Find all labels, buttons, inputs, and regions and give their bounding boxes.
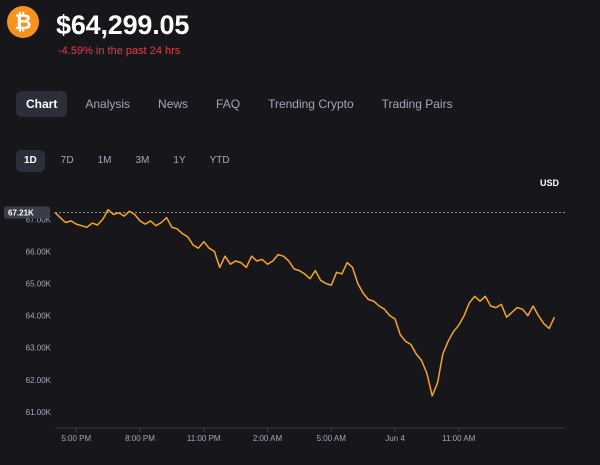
range-1y[interactable]: 1Y	[173, 155, 186, 166]
svg-text:₿: ₿	[14, 11, 31, 34]
x-tick-label: 11:00 AM	[442, 434, 476, 443]
range-1m[interactable]: 1M	[97, 155, 112, 166]
open-price-marker	[4, 206, 50, 219]
price-line	[54, 208, 556, 397]
price-chart-svg: 67.00K 66.00K 65.00K 64.00K 63.00K 62.00K 61.0…	[4, 206, 565, 443]
time-range-selector: 1D 7D 1M 3M 1Y YTD	[16, 150, 238, 172]
x-tick-label: 5:00 AM	[317, 434, 347, 443]
price-chart[interactable]: 67.00K 66.00K 65.00K 64.00K 63.00K 62.00K 61.0…	[0, 190, 600, 465]
y-tick-label: 61.00K	[26, 408, 52, 417]
tab-trading-pairs[interactable]: Trading Pairs	[381, 97, 453, 111]
tab-chart[interactable]: Chart	[16, 91, 68, 117]
open-price-marker-label: 67.21K	[8, 209, 34, 218]
x-tick-label: 8:00 PM	[125, 434, 155, 443]
y-tick-label: 67.00K	[26, 215, 52, 224]
tab-faq[interactable]: FAQ	[216, 97, 241, 111]
y-tick-label: 62.00K	[26, 376, 52, 385]
section-tabs: Chart Analysis News FAQ Trending Crypto …	[16, 91, 463, 117]
x-tick-label: 5:00 PM	[61, 434, 91, 443]
range-7d[interactable]: 7D	[60, 155, 74, 166]
price-change-24h: -4.59% in the past 24 hrs	[58, 45, 181, 57]
range-ytd[interactable]: YTD	[209, 155, 230, 166]
x-tick-label: 2:00 AM	[253, 434, 283, 443]
tab-news[interactable]: News	[158, 97, 189, 111]
y-tick-label: 64.00K	[26, 312, 52, 321]
y-tick-label: 65.00K	[26, 279, 52, 288]
y-tick-label: 63.00K	[26, 344, 52, 353]
y-tick-label: 66.00K	[26, 247, 52, 256]
range-3m[interactable]: 3M	[135, 155, 150, 166]
x-tick-label: Jun 4	[385, 434, 405, 443]
tab-analysis[interactable]: Analysis	[85, 97, 131, 111]
bitcoin-logo-icon: ₿	[7, 6, 39, 38]
current-price: $64,299.05	[56, 10, 190, 40]
x-tick-label: 11:00 PM	[187, 434, 221, 443]
tab-trending-crypto[interactable]: Trending Crypto	[268, 97, 354, 111]
range-1d[interactable]: 1D	[16, 150, 45, 172]
currency-label: USD	[540, 178, 560, 188]
